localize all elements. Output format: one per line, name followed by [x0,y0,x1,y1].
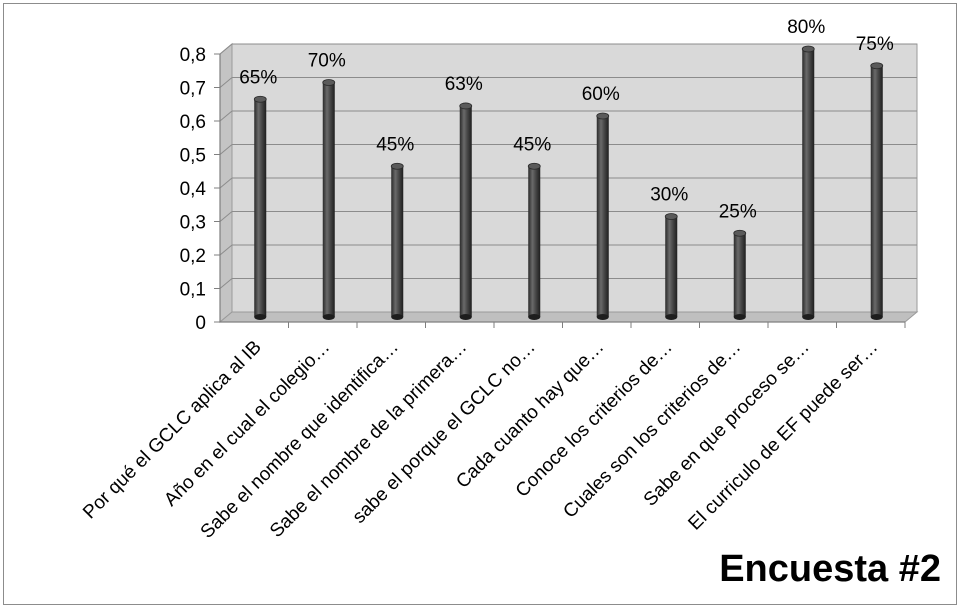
data-label: 75% [856,34,894,55]
data-label: 60% [582,84,620,105]
bar-top [253,95,267,103]
data-label: 45% [376,134,414,155]
gridline-side [219,244,233,256]
bar-top [870,62,884,70]
bar-base [322,314,335,320]
bar-base [870,314,883,320]
bar [390,162,404,320]
bar [733,229,747,320]
y-tick-labels: 0 0,1 0,2 0,3 0,4 0,5 0,6 0,7 0,8 [180,45,207,334]
bar [527,162,541,320]
data-label: 70% [308,51,346,72]
bar [870,62,884,320]
bar-body [596,116,609,317]
y-tick-label: 0,5 [180,146,206,167]
data-label: 25% [719,201,757,222]
data-label: 30% [650,185,688,206]
bar [459,102,473,320]
data-label: 65% [239,67,277,88]
gridline-side [219,177,233,189]
bar-body [459,105,472,317]
bar-top [596,112,610,120]
bar-base [459,314,472,320]
gridline-side [219,43,233,55]
bar [253,95,267,320]
bar-body [733,233,746,317]
bar-base [391,314,404,320]
bar-top [390,162,404,170]
y-tick-label: 0,3 [180,213,206,234]
y-tick-label: 0,4 [180,179,207,200]
bar [322,79,336,320]
bar-top [664,213,678,220]
gridline-side [219,211,233,222]
bar-base [733,314,746,320]
bar-body [870,65,883,317]
bar [801,45,815,320]
bar-base [596,314,609,320]
chart-annotation: Encuesta #2 [719,548,941,590]
bar-top [459,102,473,110]
gridline-side [219,144,233,155]
bar-base [528,314,541,320]
bar-body [802,49,815,317]
bar-body [254,99,267,317]
bar-base [254,314,267,320]
y-tick-label: 0,1 [180,280,206,301]
bar-base [665,314,678,320]
bar-body [528,166,541,317]
data-labels: 65% 70% 45% 63% 45% 60% 30% 25% 80% 75% [239,17,894,222]
data-label: 80% [787,17,825,38]
bar-body [322,82,335,317]
bar-base [802,314,815,320]
bar-top [322,79,336,86]
bars [253,45,884,320]
gridline-side [219,278,233,289]
gridline-side [219,77,233,88]
y-tick-label: 0,2 [180,246,206,267]
bar-body [391,166,404,317]
bar-body [665,216,678,317]
y-tick-label: 0,7 [180,79,206,100]
bar-top [733,229,747,237]
y-tick-label: 0 [195,313,206,334]
bar [664,213,678,320]
data-label: 45% [513,134,551,155]
data-label: 63% [445,74,483,95]
y-tick-label: 0,6 [180,112,206,133]
axes [219,54,906,328]
bar-top [527,162,541,170]
bar-top [801,45,815,53]
y-tick-label: 0,8 [180,45,206,66]
gridline-side [219,110,233,122]
bar [596,112,610,320]
